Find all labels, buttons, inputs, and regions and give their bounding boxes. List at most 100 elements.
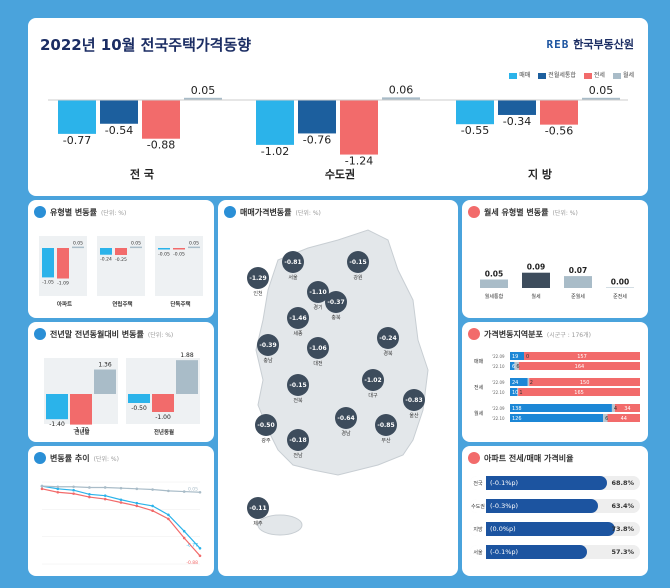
segment-down xyxy=(607,414,640,422)
data-point xyxy=(182,536,186,540)
category-label: 준전세 xyxy=(613,293,627,300)
type-change-panel: 유형별 변동률 (단위: %) -1.05 -1.09 0.05 아파트 -0.24 -0.… xyxy=(28,200,214,318)
group-label: 전세 xyxy=(474,384,484,391)
map-region-label: 울산 xyxy=(409,413,419,419)
value-flat: 1 xyxy=(519,390,522,396)
category-label: 수도권 xyxy=(325,168,355,181)
category-label: 연립주택 xyxy=(112,300,132,308)
data-point xyxy=(119,486,123,490)
map-title: 매매가격변동률 (단위: %) xyxy=(224,206,321,218)
data-point xyxy=(167,513,170,517)
ratio-fill: (-0.1%p) xyxy=(486,476,607,490)
period-label: '22.09 xyxy=(492,380,505,385)
data-label: 0.00 xyxy=(611,278,630,287)
map-region-label: 광주 xyxy=(261,438,271,444)
ratio-row: 수도권 (-0.3%p) 63.4% xyxy=(470,499,640,513)
data-label: 0.05 xyxy=(73,241,83,247)
data-label: 0.05 xyxy=(589,84,614,97)
bar xyxy=(606,287,634,288)
distribution-panel: 가격변동지역분포 (시군구 : 176개) 매매 '22.09 19 157 0 '22.1… xyxy=(462,322,648,442)
yoy-title: 전년말 전년동월대비 변동률 (단위: %) xyxy=(34,328,173,340)
data-point xyxy=(167,489,170,493)
data-point xyxy=(198,546,202,550)
data-label: -0.54 xyxy=(105,124,133,137)
data-point xyxy=(103,486,107,489)
segment-up xyxy=(510,352,525,360)
bar xyxy=(456,100,494,125)
map-bubble: -1.29 xyxy=(247,267,269,289)
value-down: 165 xyxy=(574,390,584,396)
value-down: 157 xyxy=(577,354,587,360)
value-flat: 0 xyxy=(526,354,529,360)
map-region-label: 전북 xyxy=(293,398,303,404)
ratio-title: 아파트 전세/매매 가격비율 xyxy=(468,452,573,464)
bar xyxy=(58,100,96,134)
map-region-label: 서울 xyxy=(288,275,298,281)
map-bubble: -1.02 xyxy=(362,369,384,391)
data-label: -0.34 xyxy=(503,115,531,128)
value-down: 150 xyxy=(580,380,590,386)
data-point xyxy=(103,494,107,497)
panel-icon xyxy=(468,206,480,218)
map-bubble: -0.24 xyxy=(377,327,399,349)
value-up: 24 xyxy=(512,380,518,386)
segment-down xyxy=(614,404,640,412)
map-region-label: 인천 xyxy=(253,291,263,297)
panel-icon xyxy=(468,328,480,340)
map-region-label: 세종 xyxy=(293,331,303,337)
data-label: 1.88 xyxy=(180,352,194,359)
legend-item: 전월세통합 xyxy=(538,70,576,79)
ratio-value: 63.4% xyxy=(611,502,634,510)
bar xyxy=(582,97,620,100)
data-label: -1.70 xyxy=(73,427,89,434)
bar xyxy=(498,100,536,115)
legend-item: 매매 xyxy=(509,70,530,79)
map-bubble: -0.83 xyxy=(403,389,425,411)
data-label: -1.00 xyxy=(155,414,171,421)
panel-icon xyxy=(34,452,46,464)
data-point xyxy=(88,493,91,496)
ratio-fill: (-0.3%p) xyxy=(486,499,598,513)
data-point xyxy=(151,504,154,508)
data-label: -0.05 xyxy=(173,251,185,257)
bar xyxy=(57,248,69,279)
period-label: '22.09 xyxy=(492,406,505,411)
category-label: 아파트 xyxy=(57,300,72,308)
map-bubble: -0.64 xyxy=(335,407,357,429)
data-label: -1.09 xyxy=(57,281,69,287)
ratio-fill: (-0.1%p) xyxy=(486,545,588,559)
period-label: '22.10 xyxy=(492,416,505,421)
data-label: -0.76 xyxy=(303,133,331,146)
ratio-value: 73.8% xyxy=(611,525,634,533)
data-point xyxy=(151,509,154,512)
segment-up xyxy=(510,362,515,370)
map-region-label: 대구 xyxy=(368,393,378,399)
data-label: -0.77 xyxy=(63,134,91,147)
data-point xyxy=(119,501,123,504)
data-point xyxy=(56,485,60,489)
segment-flat xyxy=(527,378,530,386)
bar xyxy=(100,100,138,124)
data-label: -0.05 xyxy=(158,251,170,257)
data-point xyxy=(198,554,202,558)
category-label: 지 방 xyxy=(528,167,552,181)
bar xyxy=(173,248,185,250)
data-label: -0.77 xyxy=(186,542,198,548)
category-label: 월세통합 xyxy=(485,293,504,300)
bar xyxy=(256,100,294,145)
map-bubble: -0.50 xyxy=(255,414,277,436)
map-region-label: 충북 xyxy=(331,315,341,321)
bar xyxy=(340,100,378,155)
brand-name: 한국부동산원 xyxy=(573,38,634,51)
value-down: 164 xyxy=(575,364,585,370)
data-label: 0.05 xyxy=(189,241,199,247)
distribution-title: 가격변동지역분포 (시군구 : 176개) xyxy=(468,328,591,340)
bar xyxy=(142,100,180,139)
bar xyxy=(94,369,116,394)
value-flat: 6 xyxy=(516,364,519,370)
map-bubble: -1.46 xyxy=(287,307,309,329)
panel-icon xyxy=(468,452,480,464)
main-legend: 매매 전월세통합 전세 월세 xyxy=(509,70,634,79)
data-point xyxy=(72,488,75,492)
segment-up xyxy=(510,414,604,422)
